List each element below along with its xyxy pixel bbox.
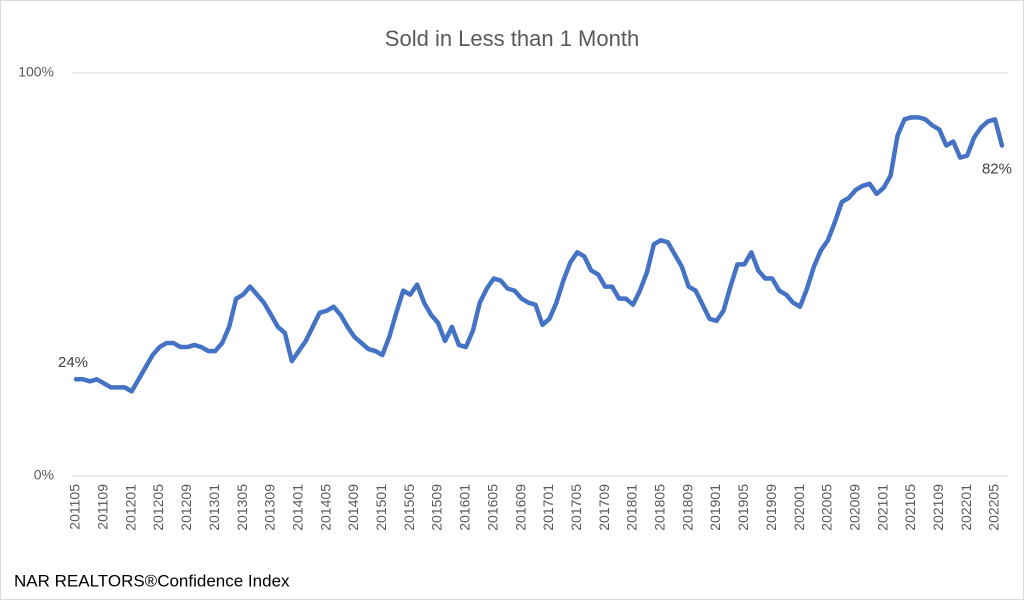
x-tick-label: 202101 — [874, 484, 890, 531]
x-tick-label: 201301 — [206, 484, 222, 531]
x-tick-label: 201405 — [317, 484, 333, 531]
y-tick-label: 100% — [18, 64, 54, 80]
x-tick-label: 201805 — [652, 484, 668, 531]
x-tick-label: 202109 — [930, 484, 946, 531]
x-tick-label: 201701 — [540, 484, 556, 531]
x-tick-label: 201205 — [150, 484, 166, 531]
x-tick-label: 201801 — [624, 484, 640, 531]
x-tick-label: 201209 — [178, 484, 194, 531]
data-line — [73, 115, 1005, 394]
x-tick-label: 202001 — [791, 484, 807, 531]
x-tick-label: 202205 — [986, 484, 1002, 531]
x-tick-label: 201505 — [401, 484, 417, 531]
x-tick-label: 201401 — [289, 484, 305, 531]
x-tick-label: 201901 — [707, 484, 723, 531]
x-tick-label: 201605 — [484, 484, 500, 531]
x-tick-label: 201709 — [596, 484, 612, 531]
x-tick-label: 201201 — [122, 484, 138, 531]
y-tick-label: 0% — [34, 467, 54, 483]
x-tick-label: 202105 — [902, 484, 918, 531]
x-tick-label: 201305 — [234, 484, 250, 531]
data-label: 82% — [982, 161, 1012, 178]
x-tick-label: 201509 — [429, 484, 445, 531]
x-tick-label: 202009 — [846, 484, 862, 531]
x-tick-label: 201609 — [512, 484, 528, 531]
x-tick-label: 201109 — [95, 484, 111, 530]
chart-title: Sold in Less than 1 Month — [385, 26, 639, 51]
x-tick-label: 201905 — [735, 484, 751, 531]
x-tick-label: 202005 — [819, 484, 835, 531]
x-tick-label: 201601 — [457, 484, 473, 531]
source-note: NAR REALTORS®Confidence Index — [14, 571, 290, 590]
x-tick-label: 201409 — [345, 484, 361, 531]
x-tick-label: 201909 — [763, 484, 779, 531]
x-tick-label: 201501 — [373, 484, 389, 531]
x-tick-label: 201705 — [568, 484, 584, 531]
x-tick-label: 201809 — [679, 484, 695, 531]
x-tick-label: 201309 — [262, 484, 278, 531]
x-tick-label: 202201 — [958, 484, 974, 531]
data-label: 24% — [58, 354, 88, 371]
x-tick-label: 201105 — [67, 484, 83, 530]
